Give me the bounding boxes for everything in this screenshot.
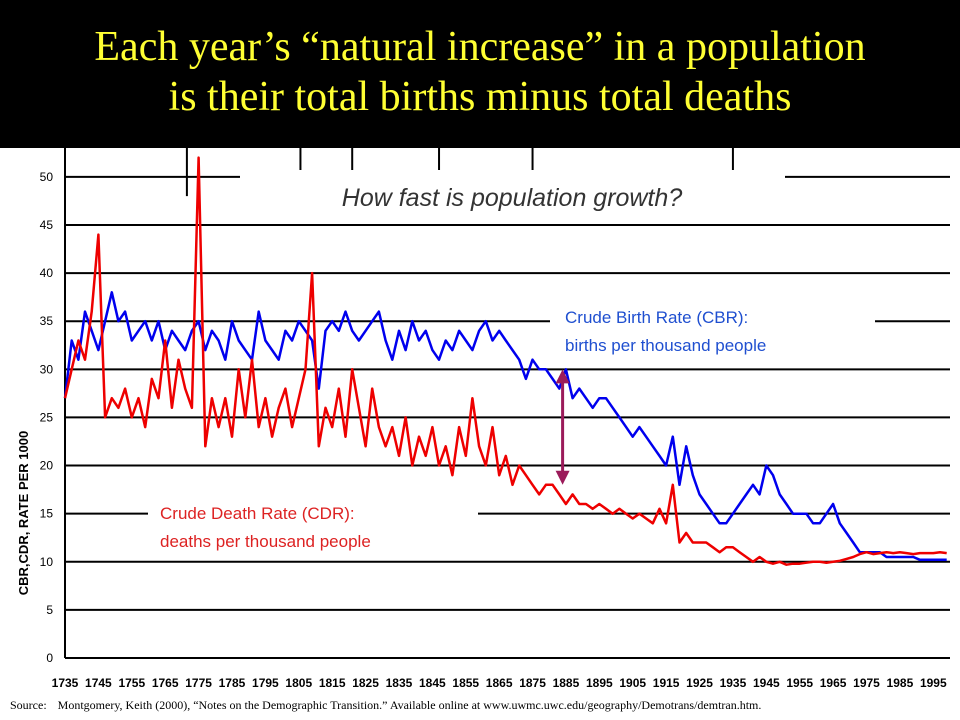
- y-tick-label: 5: [46, 603, 53, 617]
- x-tick-label: 1925: [686, 676, 713, 690]
- slide-title-line-1: Each year’s “natural increase” in a popu…: [94, 24, 866, 70]
- source-citation: Source: Montgomery, Keith (2000), “Notes…: [0, 696, 960, 720]
- chart-title: How fast is population growth?: [342, 184, 683, 212]
- x-tick-label: 1805: [285, 676, 312, 690]
- x-tick-label: 1965: [820, 676, 847, 690]
- chart-title-backdrop: [240, 170, 785, 220]
- y-tick-label: 45: [40, 218, 54, 232]
- y-tick-label: 25: [40, 410, 54, 424]
- x-tick-label: 1985: [887, 676, 914, 690]
- source-text: Montgomery, Keith (2000), “Notes on the …: [57, 698, 762, 712]
- x-tick-label: 1975: [853, 676, 880, 690]
- x-tick-label: 1945: [753, 676, 780, 690]
- cbr-annotation-line-1: Crude Birth Rate (CBR):: [565, 308, 748, 327]
- y-tick-label: 0: [46, 651, 53, 665]
- y-tick-label: 50: [40, 170, 54, 184]
- cbr-annotation-backdrop: [550, 302, 875, 360]
- x-tick-label: 1775: [185, 676, 212, 690]
- plot-background: [0, 148, 960, 696]
- x-tick-label: 1845: [419, 676, 446, 690]
- x-tick-label: 1905: [619, 676, 646, 690]
- y-tick-label: 10: [40, 555, 54, 569]
- x-tick-label: 1895: [586, 676, 613, 690]
- y-tick-label: 15: [40, 507, 54, 521]
- y-tick-label: 35: [40, 314, 54, 328]
- slide-title: Each year’s “natural increase” in a popu…: [0, 22, 960, 122]
- slide-title-line-2: is their total births minus total deaths: [168, 74, 792, 120]
- x-tick-label: 1765: [152, 676, 179, 690]
- x-tick-label: 1885: [553, 676, 580, 690]
- x-tick-label: 1825: [352, 676, 379, 690]
- x-tick-label: 1955: [786, 676, 813, 690]
- y-tick-label: 30: [40, 362, 54, 376]
- source-label: Source:: [10, 698, 47, 712]
- x-tick-label: 1755: [118, 676, 145, 690]
- x-tick-label: 1855: [452, 676, 479, 690]
- x-tick-label: 1915: [653, 676, 680, 690]
- x-tick-label: 1835: [386, 676, 413, 690]
- x-tick-label: 1735: [52, 676, 79, 690]
- y-tick-label: 20: [40, 459, 54, 473]
- y-tick-label: 40: [40, 266, 54, 280]
- title-bar: Each year’s “natural increase” in a popu…: [0, 0, 960, 148]
- x-tick-label: 1815: [319, 676, 346, 690]
- cbr-annotation-line-2: births per thousand people: [565, 336, 766, 355]
- series-line: [63, 156, 947, 566]
- arrow-head-up: [555, 369, 570, 384]
- x-tick-label: 1795: [252, 676, 279, 690]
- series-line: [63, 291, 947, 562]
- cdr-annotation-backdrop: [148, 496, 478, 556]
- cdr-annotation-line-2: deaths per thousand people: [160, 532, 371, 551]
- x-tick-label: 1935: [720, 676, 747, 690]
- population-rate-chart: 0 5 10 15 20 25 30 35 40 45 50 1735 1745 1755 1765 177…: [0, 148, 960, 696]
- data-series: [63, 156, 947, 566]
- y-axis-label: CBR,CDR, RATE PER 1000: [16, 431, 31, 595]
- x-tick-label: 1875: [519, 676, 546, 690]
- chart-panel: 0 5 10 15 20 25 30 35 40 45 50 1735 1745 1755 1765 177…: [0, 148, 960, 696]
- natural-increase-arrow: [555, 369, 570, 485]
- x-tick-label: 1745: [85, 676, 112, 690]
- cdr-annotation-line-1: Crude Death Rate (CDR):: [160, 504, 355, 523]
- y-tick-labels: 0 5 10 15 20 25 30 35 40 45 50: [40, 170, 54, 665]
- x-tick-labels: 1735 1745 1755 1765 1775 1785 1795 1805 1815 1825…: [52, 676, 947, 690]
- x-tick-label: 1995: [920, 676, 947, 690]
- x-tick-label: 1785: [219, 676, 246, 690]
- arrow-head-down: [555, 470, 570, 485]
- x-tick-label: 1865: [486, 676, 513, 690]
